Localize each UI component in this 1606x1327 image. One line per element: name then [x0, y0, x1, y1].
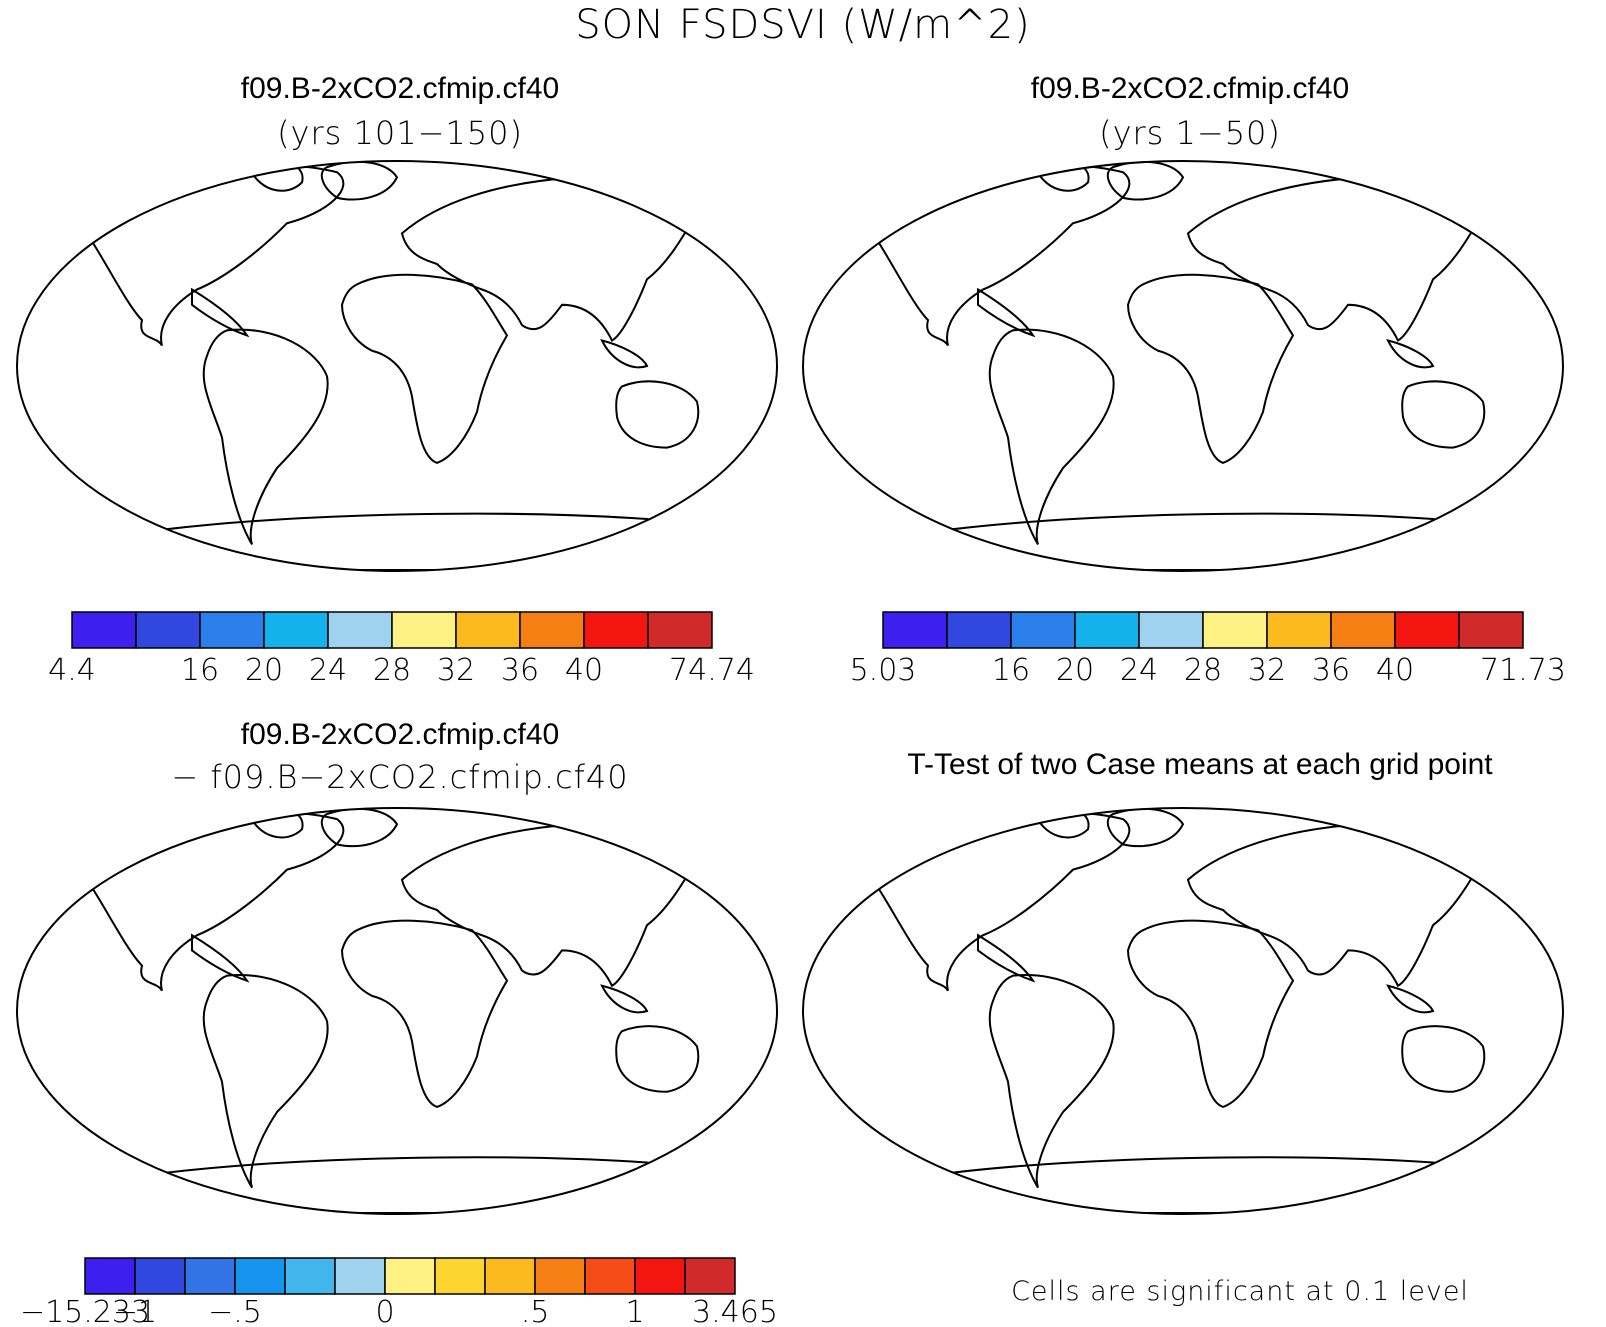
colorbar-swatch	[583, 611, 649, 649]
colorbar-swatch	[634, 1257, 686, 1295]
colorbar-swatch	[946, 611, 1012, 649]
colorbar-swatch	[584, 1257, 636, 1295]
colorbar-swatch	[647, 611, 713, 649]
colorbar-swatch	[684, 1257, 736, 1295]
colorbar-swatch	[134, 1257, 186, 1295]
map-bottom-left	[16, 807, 778, 1215]
colorbar-swatch	[534, 1257, 586, 1295]
colorbar-tick-label: 32	[1248, 653, 1286, 688]
colorbar-tick-label: 36	[501, 653, 539, 688]
colorbar-tick-label: .5	[521, 1295, 550, 1327]
colorbar-swatch	[455, 611, 521, 649]
colorbar-swatch	[263, 611, 329, 649]
panel-title-top-left: f09.B-2xCO2.cfmip.cf40	[240, 72, 560, 105]
colorbar-tick-label: −.5	[208, 1295, 262, 1327]
colorbar-swatch	[1138, 611, 1204, 649]
colorbar-tick-label: 4.4	[48, 653, 96, 688]
colorbar-swatch	[71, 611, 137, 649]
colorbar-bottom-left: −15.233−1 −.5 0 .5 1 3.465	[20, 1257, 778, 1327]
colorbar-tick-label: 16	[181, 653, 219, 688]
colorbar-tick-label: 3.465	[692, 1295, 778, 1327]
colorbar-swatch	[1074, 611, 1140, 649]
colorbar-swatch	[199, 611, 265, 649]
colorbar-swatch	[519, 611, 585, 649]
colorbar-tick-label: 28	[1184, 653, 1222, 688]
colorbar-tick-label: 40	[565, 653, 603, 688]
colorbar-tick-label: 20	[245, 653, 283, 688]
colorbar-tick-label: 0	[375, 1295, 394, 1327]
colorbar-tick-label: −1	[113, 1295, 157, 1327]
colorbar-swatch	[234, 1257, 286, 1295]
colorbar-tick-label: 24	[309, 653, 347, 688]
colorbar-swatch	[391, 611, 457, 649]
panel-subtitle-top-left: (yrs 101−150)	[277, 114, 523, 152]
colorbar-swatch	[1266, 611, 1332, 649]
colorbar-tick-label: 71.73	[1480, 653, 1566, 688]
colorbar-swatch	[1330, 611, 1396, 649]
colorbar-tick-label: 40	[1376, 653, 1414, 688]
map-top-right	[802, 160, 1564, 572]
colorbar-tick-label: 20	[1056, 653, 1094, 688]
colorbar-tick-label: 1	[625, 1295, 644, 1327]
colorbar-swatch	[1010, 611, 1076, 649]
colorbar-swatch	[434, 1257, 486, 1295]
colorbar-swatch	[135, 611, 201, 649]
colorbar-tick-label: 28	[373, 653, 411, 688]
colorbar-tick-label: 32	[437, 653, 475, 688]
panel-subtitle-bottom-left: − f09.B−2xCO2.cfmip.cf40	[171, 758, 629, 796]
colorbar-tick-label: 24	[1120, 653, 1158, 688]
colorbar-swatch	[84, 1257, 136, 1295]
colorbar-swatch	[334, 1257, 386, 1295]
colorbar-swatch	[384, 1257, 436, 1295]
colorbar-tick-label: 74.74	[669, 653, 755, 688]
panel-title-bottom-right: T-Test of two Case means at each grid po…	[907, 748, 1493, 781]
colorbar-tick-label: 36	[1312, 653, 1350, 688]
colorbar-tick-label: 16	[992, 653, 1030, 688]
colorbar-swatch	[882, 611, 948, 649]
colorbar-swatch	[184, 1257, 236, 1295]
panel-title-top-right: f09.B-2xCO2.cfmip.cf40	[1030, 72, 1350, 105]
colorbar-tick-label: 5.03	[850, 653, 917, 688]
colorbar-swatch	[484, 1257, 536, 1295]
colorbar-swatch	[327, 611, 393, 649]
panel-subtitle-top-right: (yrs 1−50)	[1099, 114, 1281, 152]
colorbar-swatch	[1394, 611, 1460, 649]
map-top-left	[16, 160, 778, 572]
map-bottom-right	[802, 807, 1564, 1215]
colorbar-swatch	[1202, 611, 1268, 649]
colorbar-swatch	[284, 1257, 336, 1295]
panel-title-bottom-left: f09.B-2xCO2.cfmip.cf40	[240, 718, 560, 751]
figure-title: SON FSDSVI (W/m^2)	[575, 2, 1031, 48]
significance-footnote: Cells are significant at 0.1 level	[1011, 1276, 1469, 1307]
colorbar-swatch	[1458, 611, 1524, 649]
colorbar-top-right: 5.03 16 20 24 28 32 36 40 71.73	[850, 611, 1566, 688]
colorbar-tick-label: −15.233	[20, 1295, 150, 1327]
colorbar-top-left: 4.4 16 20 24 28 32 36 40 74.74	[48, 611, 755, 688]
